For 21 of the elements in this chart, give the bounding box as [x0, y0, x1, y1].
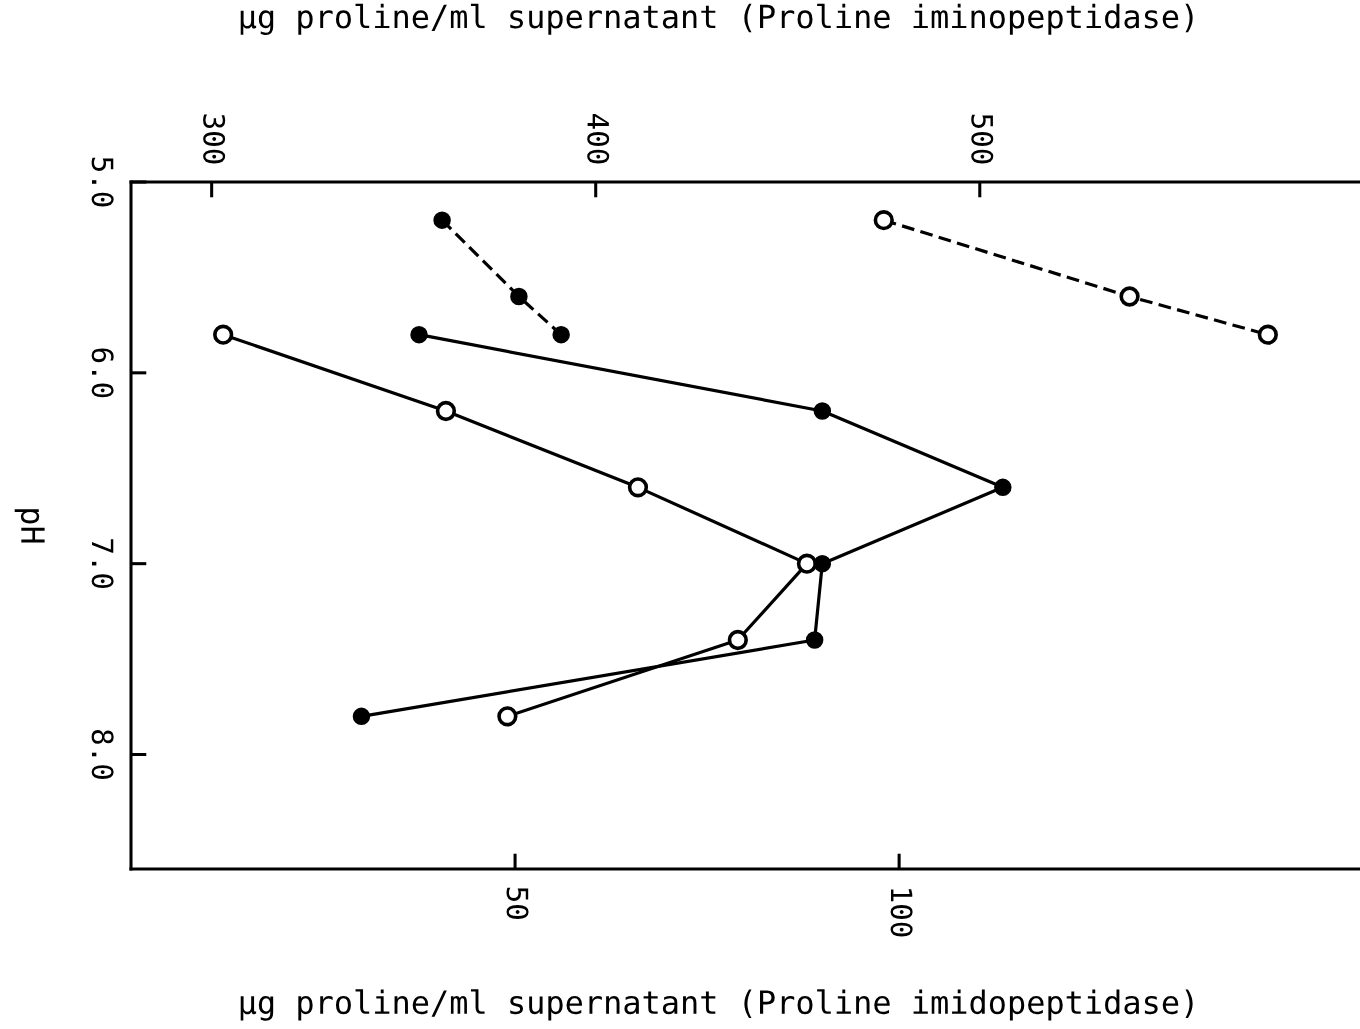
point: [796, 553, 818, 574]
point: [1257, 324, 1278, 345]
point: [727, 629, 748, 651]
x2-tick-label: 400: [587, 114, 610, 164]
y-tick-label: 5.0: [91, 157, 114, 207]
point: [1119, 286, 1140, 307]
point: [435, 400, 457, 422]
point: [627, 477, 649, 498]
x2-tick-label: 500: [971, 114, 994, 164]
y-axis-title: pH: [14, 509, 45, 543]
x2-tick-label: 300: [203, 114, 226, 164]
point: [213, 324, 234, 345]
x2-axis-title: µg proline/ml supernatant (Proline iminopeptidase): [240, 3, 1193, 35]
y-tick-label: 7.0: [91, 539, 114, 589]
y-tick-label: 8.0: [91, 730, 114, 779]
x-axis-title: µg proline/ml supernatant (Proline imidopeptidase): [240, 989, 1193, 1021]
x-tick-label: 50: [506, 887, 529, 919]
point: [497, 706, 518, 727]
x-tick-label: 100: [890, 889, 913, 937]
y-tick-label: 6.0: [91, 348, 114, 398]
point: [873, 210, 894, 231]
